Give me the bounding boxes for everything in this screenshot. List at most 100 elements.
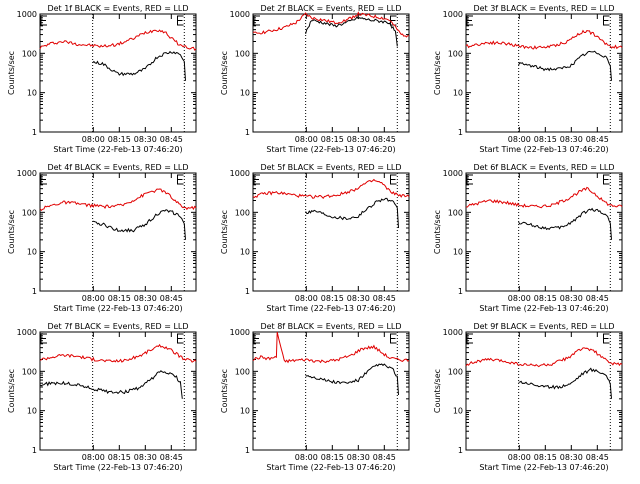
e-marker (177, 333, 184, 344)
y-tick-label: 10 (27, 248, 37, 257)
x-tick-label: 08:15 (108, 294, 131, 303)
y-tick-label: 100 (22, 367, 37, 376)
plot-title: Det 7f BLACK = Events, RED = LLD (47, 322, 188, 331)
series-line-lld (465, 347, 623, 368)
x-axis-label: Start Time (22-Feb-13 07:46:20) (266, 145, 395, 154)
x-tick-label: 08:30 (347, 135, 370, 144)
plot-panel-9: Det 9f BLACK = Events, RED = LLD 1 10 100 10… (433, 322, 623, 472)
x-tick-label: 08:45 (160, 294, 183, 303)
x-axis-label: Start Time (22-Feb-13 07:46:20) (479, 145, 608, 154)
y-axis-label: Counts/sec (220, 51, 229, 95)
plot-panel-8: Det 8f BLACK = Events, RED = LLD 1 10 100 10… (220, 322, 410, 472)
y-tick-label: 1 (458, 446, 463, 455)
x-tick-label: 08:30 (134, 135, 157, 144)
x-tick-label: 08:45 (586, 135, 609, 144)
y-tick-label: 1000 (230, 169, 250, 178)
y-tick-label: 10 (453, 407, 463, 416)
plot-frame (252, 13, 410, 133)
x-tick-label: 08:15 (108, 453, 131, 462)
series-line-lld (252, 331, 410, 364)
y-tick-label: 1000 (443, 169, 463, 178)
plot-frame (465, 13, 623, 133)
y-tick-label: 100 (235, 208, 250, 217)
y-tick-label: 100 (235, 49, 250, 58)
plot-title: Det 5f BLACK = Events, RED = LLD (260, 163, 401, 172)
x-tick-label: 08:30 (560, 294, 583, 303)
plot-frame (465, 172, 623, 292)
e-marker (40, 174, 47, 185)
x-tick-label: 08:45 (373, 453, 396, 462)
plot-panel-1: Det 1f BLACK = Events, RED = LLD 1 10 100 10… (7, 4, 197, 154)
plot-title: Det 6f BLACK = Events, RED = LLD (473, 163, 614, 172)
y-tick-label: 100 (22, 49, 37, 58)
y-tick-label: 1000 (443, 10, 463, 19)
series-line-events (92, 209, 186, 240)
e-marker (466, 174, 473, 185)
x-tick-label: 08:00 (295, 135, 318, 144)
y-tick-label: 10 (240, 407, 250, 416)
y-axis-label: Counts/sec (7, 210, 16, 254)
e-marker (603, 333, 610, 344)
y-tick-label: 10 (453, 248, 463, 257)
y-tick-label: 1 (245, 128, 250, 137)
x-axis-label: Start Time (22-Feb-13 07:46:20) (53, 304, 182, 313)
y-tick-label: 100 (448, 49, 463, 58)
plot-frame (39, 331, 197, 451)
x-tick-label: 08:15 (108, 135, 131, 144)
y-tick-label: 1000 (17, 328, 37, 337)
plot-panel-7: Det 7f BLACK = Events, RED = LLD 1 10 100 10… (7, 322, 197, 472)
e-marker (390, 15, 397, 26)
series-line-lld (39, 29, 197, 51)
y-axis-label: Counts/sec (220, 369, 229, 413)
y-tick-label: 1000 (230, 10, 250, 19)
e-marker (390, 333, 397, 344)
y-axis-label: Counts/sec (433, 210, 442, 254)
plot-frame (252, 172, 410, 292)
y-axis-label: Counts/sec (7, 51, 16, 95)
y-tick-label: 10 (27, 89, 37, 98)
e-marker (466, 15, 473, 26)
y-tick-label: 100 (22, 208, 37, 217)
e-marker (40, 15, 47, 26)
e-marker (603, 174, 610, 185)
series-line-lld (465, 29, 623, 50)
x-tick-label: 08:15 (534, 453, 557, 462)
x-axis-label: Start Time (22-Feb-13 07:46:20) (479, 304, 608, 313)
series-line-events (39, 370, 183, 399)
series-line-lld (465, 186, 623, 209)
x-tick-label: 08:30 (347, 294, 370, 303)
y-tick-label: 1000 (17, 169, 37, 178)
x-tick-label: 08:45 (160, 453, 183, 462)
x-tick-label: 08:15 (321, 453, 344, 462)
plot-frame (39, 13, 197, 133)
x-tick-label: 08:00 (508, 294, 531, 303)
x-axis-label: Start Time (22-Feb-13 07:46:20) (479, 463, 608, 472)
y-tick-label: 1 (32, 128, 37, 137)
x-tick-label: 08:30 (560, 453, 583, 462)
series-line-lld (39, 188, 197, 211)
plot-panel-2: Det 2f BLACK = Events, RED = LLD 1 10 100 10… (220, 4, 410, 154)
plot-panel-5: Det 5f BLACK = Events, RED = LLD 1 10 100 10… (220, 163, 410, 313)
x-tick-label: 08:45 (373, 135, 396, 144)
series-line-events (305, 197, 399, 229)
x-tick-label: 08:00 (295, 294, 318, 303)
series-line-events (518, 50, 612, 81)
x-tick-label: 08:15 (321, 294, 344, 303)
series-line-events (518, 207, 612, 240)
e-marker (253, 174, 260, 185)
x-axis-label: Start Time (22-Feb-13 07:46:20) (266, 463, 395, 472)
y-axis-label: Counts/sec (433, 369, 442, 413)
plot-title: Det 9f BLACK = Events, RED = LLD (473, 322, 614, 331)
x-tick-label: 08:00 (508, 135, 531, 144)
y-axis-label: Counts/sec (7, 369, 16, 413)
series-line-lld (252, 11, 409, 38)
x-tick-label: 08:00 (508, 453, 531, 462)
x-tick-label: 08:15 (534, 294, 557, 303)
y-tick-label: 100 (235, 367, 250, 376)
y-tick-label: 10 (240, 89, 250, 98)
x-tick-label: 08:15 (321, 135, 344, 144)
e-marker (253, 15, 260, 26)
e-marker (177, 174, 184, 185)
plot-panel-4: Det 4f BLACK = Events, RED = LLD 1 10 100 10… (7, 163, 197, 313)
